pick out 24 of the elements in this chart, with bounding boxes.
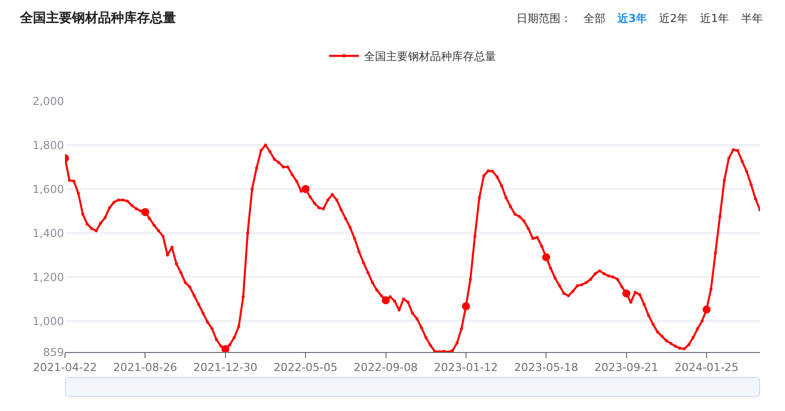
y-tick-label: 1,200 <box>32 270 64 284</box>
y-tick-label: 1,800 <box>32 138 64 152</box>
text: 日期范围： <box>516 11 572 26</box>
x-tick-label: 2022-05-05 <box>274 361 338 374</box>
text: 全部 <box>583 11 606 26</box>
y-tick-label: 1,600 <box>32 182 64 196</box>
text: 近1年 <box>700 11 729 26</box>
y-tick-label: 859 <box>43 346 64 359</box>
x-tick-label: 2021-12-30 <box>193 361 258 374</box>
x-tick-label: 2023-05-18 <box>514 361 578 374</box>
y-tick-label: 1,000 <box>32 314 64 328</box>
x-tick-label: 2023-09-21 <box>594 361 658 374</box>
chart-title: 全国主要钢材品种库存总量 <box>20 10 176 27</box>
text: 半年 <box>741 11 763 26</box>
text: 近2年 <box>659 11 688 26</box>
x-tick-label: 2024-01-25 <box>674 361 739 374</box>
y-tick-label: 2,000 <box>32 94 64 108</box>
x-tick-label: 2023-01-12 <box>434 361 498 374</box>
legend-label: 全国主要钢材品种库存总量 <box>364 50 496 64</box>
y-tick-label: 1,400 <box>32 226 64 240</box>
text: 近3年 <box>617 11 647 26</box>
x-tick-label: 2021-08-26 <box>113 361 178 374</box>
x-tick-label: 2021-04-22 <box>33 361 97 374</box>
x-tick-label: 2022-09-08 <box>354 361 418 374</box>
